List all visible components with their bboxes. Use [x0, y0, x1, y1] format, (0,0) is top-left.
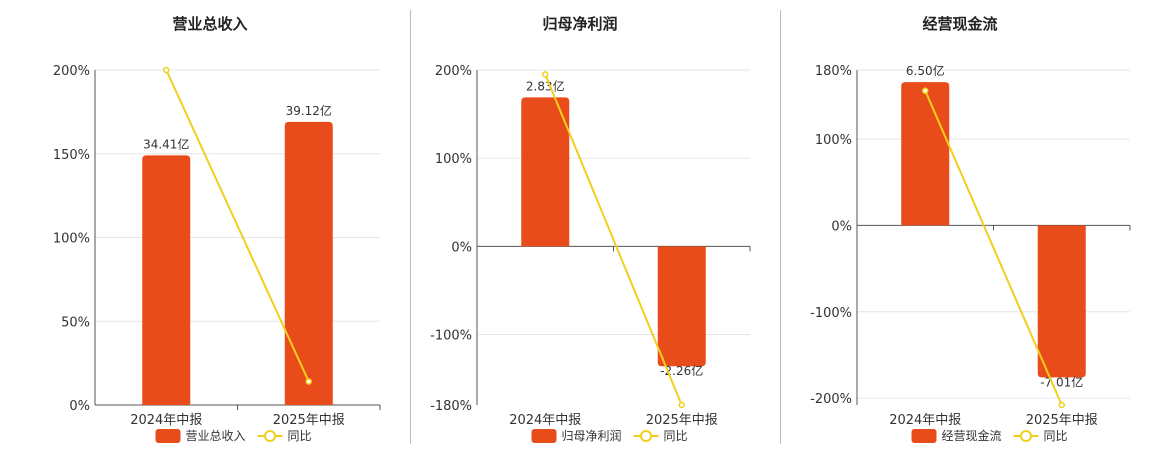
chart-panel-cash-flow: 经营现金流 -200% -100% 0% 100% 180% 2024年中报 2025年中报 6… — [781, 0, 1160, 450]
y-tick-label: -180% — [430, 399, 472, 414]
yoy-point — [1058, 401, 1065, 409]
y-tick-label: 200% — [435, 64, 472, 79]
bar — [284, 121, 333, 406]
y-tick-label: 100% — [815, 133, 852, 148]
chart-panel-net-profit: 归母净利润 -180% -100% 0% 100% 200% 2024年中报 2025年中报 2… — [411, 0, 780, 450]
legend-label-line: 同比 — [288, 429, 312, 443]
bar — [142, 155, 191, 405]
chart-title: 经营现金流 — [922, 15, 997, 33]
yoy-point — [678, 401, 685, 409]
legend-label-line: 同比 — [664, 429, 688, 443]
yoy-line — [165, 69, 310, 382]
bar — [1037, 225, 1086, 378]
x-category-label: 2024年中报 — [889, 413, 961, 428]
bar — [657, 246, 706, 367]
bar-data-label: 2.83亿 — [526, 78, 565, 93]
legend-swatch-line-marker — [640, 430, 652, 442]
chart-panel-revenue: 营业总收入 0% 50% 100% 150% 200% 2024年中报 2025年中报 34.4… — [0, 0, 410, 450]
legend-swatch-bar — [531, 429, 557, 443]
legend-swatch-line-marker — [264, 430, 276, 442]
chart-title: 归母净利润 — [542, 15, 617, 33]
x-category-label: 2025年中报 — [273, 413, 345, 428]
x-category-label: 2025年中报 — [1026, 413, 1098, 428]
yoy-point — [542, 71, 549, 78]
y-tick-label: 0% — [831, 219, 852, 234]
y-tick-label: 100% — [435, 152, 472, 167]
yoy-line — [544, 74, 683, 406]
legend-swatch-line-marker — [1020, 430, 1032, 442]
y-tick-label: 150% — [53, 148, 90, 163]
bar-data-label: 39.12亿 — [286, 103, 332, 118]
x-category-label: 2024年中报 — [509, 413, 581, 428]
chart-operating-cash-flow: 经营现金流 -200% -100% 0% 100% 180% 2024年中报 2025年中报 6… — [810, 15, 1131, 443]
y-tick-label: 50% — [61, 315, 90, 330]
bar-data-label: 34.41亿 — [143, 136, 189, 151]
yoy-point — [163, 66, 170, 74]
y-tick-label: -100% — [430, 328, 472, 343]
yoy-point — [305, 378, 312, 385]
chart-revenue: 营业总收入 0% 50% 100% 150% 200% 2024年中报 2025年中报 34.4… — [53, 15, 381, 443]
legend-label-bar: 营业总收入 — [186, 429, 246, 443]
y-tick-label: 200% — [53, 64, 90, 79]
bar — [521, 97, 570, 247]
yoy-line — [924, 90, 1063, 406]
x-category-label: 2024年中报 — [130, 413, 202, 428]
legend-label-bar: 归母净利润 — [562, 429, 622, 443]
legend-swatch-bar — [155, 429, 181, 443]
y-tick-label: 0% — [451, 240, 472, 255]
bar-data-label: 6.50亿 — [906, 63, 945, 78]
legend-swatch-bar — [911, 429, 937, 443]
legend-label-bar: 经营现金流 — [942, 428, 1002, 443]
y-tick-label: -200% — [810, 392, 852, 407]
legend-label-line: 同比 — [1044, 429, 1068, 443]
panel-divider — [780, 10, 781, 444]
bar-data-label: -2.26亿 — [660, 363, 703, 378]
y-tick-label: 0% — [69, 399, 90, 414]
bar-data-label: -7.01亿 — [1040, 374, 1083, 389]
yoy-point — [922, 87, 929, 94]
panel-divider — [410, 10, 411, 444]
chart-net-profit: 归母净利润 -180% -100% 0% 100% 200% 2024年中报 2025年中报 2… — [430, 15, 751, 443]
y-tick-label: 100% — [53, 232, 90, 247]
bar — [901, 82, 950, 226]
chart-title: 营业总收入 — [172, 15, 247, 33]
x-category-label: 2025年中报 — [646, 413, 718, 428]
y-tick-label: 180% — [815, 64, 852, 79]
y-tick-label: -100% — [810, 306, 852, 321]
